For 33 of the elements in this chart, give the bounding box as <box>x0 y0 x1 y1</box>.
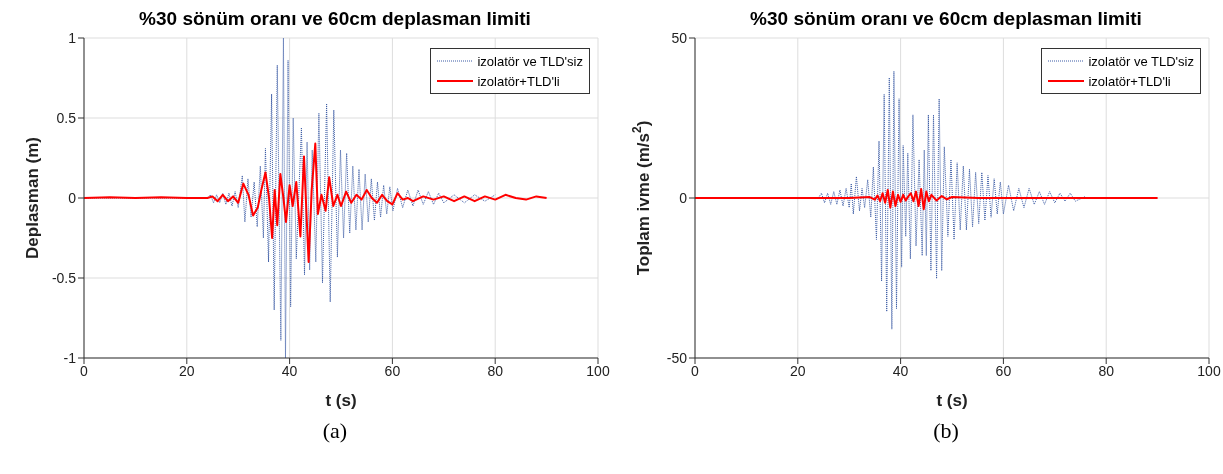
y-tick-label: 1 <box>68 29 77 46</box>
x-tick-label: 80 <box>1098 362 1115 379</box>
text: (b) <box>932 418 960 444</box>
x-tick-label: 20 <box>179 362 195 379</box>
x-tick-label: 60 <box>384 362 401 379</box>
x-tick-label: 100 <box>586 362 610 379</box>
line-series <box>84 142 548 263</box>
y-tick-label: 0.5 <box>56 109 77 126</box>
y-tick-label: 0 <box>68 189 77 206</box>
x-axis-title: t (s) <box>936 391 968 410</box>
legend-label: izolatör+TLD'li <box>1088 73 1171 89</box>
y-tick-label: 0 <box>679 189 688 206</box>
x-tick-label: 0 <box>80 362 89 379</box>
line-series <box>695 188 1159 211</box>
text: (a) <box>321 418 349 444</box>
y-axis-title: Deplasman (m) <box>23 137 43 259</box>
y-tick-label: 50 <box>671 29 688 46</box>
y-tick-label: -50 <box>666 349 688 366</box>
x-tick-label: 20 <box>790 362 806 379</box>
legend-label: izolatör+TLD'li <box>477 73 560 89</box>
y-tick-label: -1 <box>63 349 77 366</box>
x-tick-label: 60 <box>995 362 1012 379</box>
x-tick-label: 40 <box>892 362 909 379</box>
x-tick-label: 100 <box>1197 362 1221 379</box>
x-tick-label: 0 <box>691 362 700 379</box>
x-axis-title: t (s) <box>325 391 357 410</box>
chart-title: %30 sönüm oranı ve 60cm deplasman limiti <box>139 8 531 29</box>
chart-title: %30 sönüm oranı ve 60cm deplasman limiti <box>750 8 1142 29</box>
x-tick-label: 40 <box>281 362 298 379</box>
legend-label: izolatör ve TLD'siz <box>477 53 583 69</box>
y-tick-label: -0.5 <box>51 269 77 286</box>
legend-label: izolatör ve TLD'siz <box>1088 53 1194 69</box>
x-tick-label: 80 <box>487 362 504 379</box>
